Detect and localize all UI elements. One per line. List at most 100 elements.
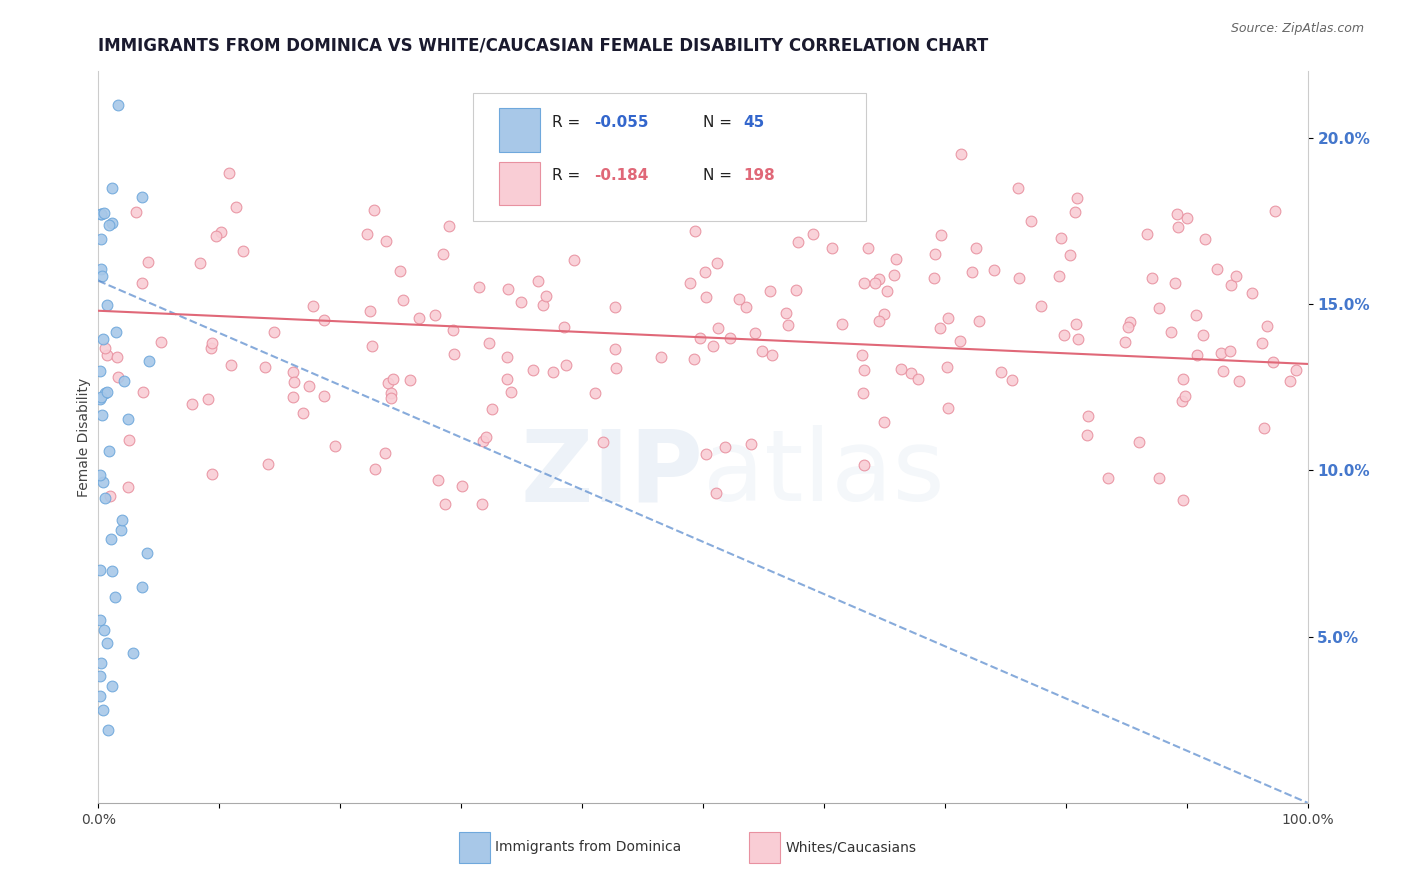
Point [1049,268,1071,283]
Point [107,370,129,384]
Text: N =: N = [703,169,737,184]
Point [1076,409,1098,423]
FancyBboxPatch shape [474,94,866,221]
Point [922,271,945,285]
Point [101,564,124,578]
Point [1191,327,1213,342]
Point [1076,427,1098,442]
Point [714,169,737,183]
Point [197,392,219,407]
Point [583,386,606,401]
Point [936,359,959,374]
Point [775,306,797,320]
Point [960,265,983,279]
Point [689,331,711,345]
Point [312,389,335,403]
Point [873,307,896,321]
Text: IMMIGRANTS FROM DOMINICA VS WHITE/CAUCASIAN FEMALE DISABILITY CORRELATION CHART: IMMIGRANTS FROM DOMINICA VS WHITE/CAUCAS… [98,37,988,54]
FancyBboxPatch shape [499,109,540,152]
Point [1019,214,1042,228]
Point [679,276,702,290]
Point [751,343,773,358]
Point [1167,219,1189,234]
Point [132,385,155,400]
Point [801,227,824,241]
Point [1140,271,1163,285]
Point [1160,326,1182,340]
Point [758,284,780,298]
Point [283,365,305,379]
Point [1128,435,1150,450]
Point [1031,300,1053,314]
Point [1209,345,1232,359]
Point [131,190,153,204]
Text: R =: R = [551,169,585,184]
Point [356,227,378,242]
Point [408,310,430,325]
Point [90,656,112,670]
Point [1001,373,1024,387]
Point [105,325,128,339]
Point [938,310,960,325]
Point [883,268,905,283]
Point [1064,317,1087,331]
Point [695,446,717,460]
Point [527,274,550,288]
Point [131,580,153,594]
Text: Whites/Caucasians: Whites/Caucasians [785,840,917,855]
Point [1149,471,1171,485]
Point [949,147,972,161]
Point [131,276,153,290]
Point [1251,335,1274,350]
Point [766,197,789,211]
Point [201,467,224,481]
Point [873,415,896,429]
Point [443,346,465,360]
Text: ZIP: ZIP [520,425,703,522]
Point [1063,205,1085,219]
Point [522,362,544,376]
Point [471,497,494,511]
Point [138,353,160,368]
Point [936,401,959,415]
Point [451,479,474,493]
Point [851,348,873,362]
Point [117,480,139,494]
Point [1185,348,1208,362]
Point [685,224,707,238]
Point [1194,232,1216,246]
Point [100,533,122,547]
Point [531,174,554,188]
Point [706,256,728,270]
Point [868,314,890,328]
Point [218,165,240,179]
Point [821,241,844,255]
Point [735,300,758,314]
Point [924,247,946,261]
Point [683,351,706,366]
Point [100,216,122,230]
FancyBboxPatch shape [499,161,540,204]
Point [907,372,929,386]
Point [118,434,141,448]
Point [776,318,799,333]
Point [1066,190,1088,204]
Point [380,392,402,406]
Point [481,402,503,417]
Point [740,437,762,451]
Point [377,376,399,390]
Point [1173,372,1195,386]
Point [90,408,112,422]
Point [253,360,276,375]
Y-axis label: Female Disability: Female Disability [77,377,91,497]
Point [1136,227,1159,241]
Point [541,365,564,379]
Point [97,723,120,737]
Point [720,331,742,345]
Point [323,439,346,453]
Point [1067,332,1090,346]
Point [101,680,124,694]
Point [650,351,672,365]
Point [111,513,134,527]
Point [695,290,717,304]
